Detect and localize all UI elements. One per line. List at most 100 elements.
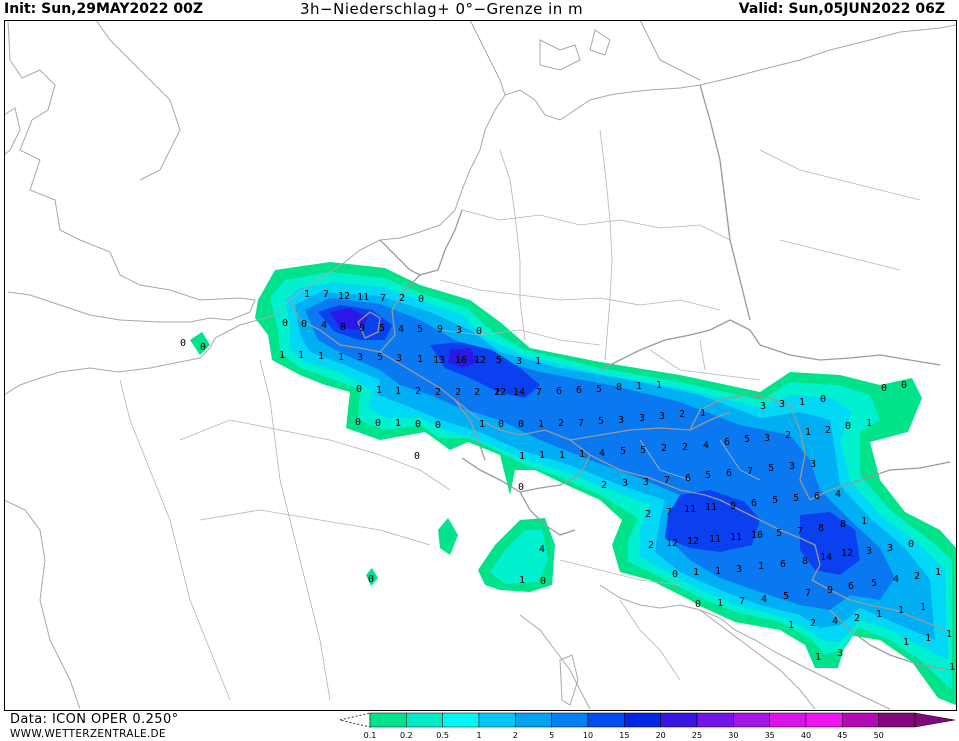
france-atlantic-coast — [4, 499, 81, 710]
website-label: WWW.WETTERZENTRALE.DE — [10, 728, 166, 740]
legend-tick: 30 — [728, 731, 738, 740]
precip-value: 5 — [640, 445, 646, 456]
precip-value: 11 — [684, 504, 696, 515]
precip-value: 1 — [535, 356, 541, 367]
legend-swatch — [442, 712, 480, 728]
precip-layer-deep-3 — [665, 490, 760, 552]
france-channel-coast — [4, 299, 291, 396]
precip-value: 7 — [578, 418, 584, 429]
croatia-coast — [699, 609, 891, 710]
croatia-border — [811, 579, 946, 631]
precip-value: 0 — [414, 451, 420, 462]
great-britain-coast — [7, 20, 256, 323]
precip-value: 7 — [536, 387, 542, 398]
france-regions-2 — [259, 359, 331, 701]
precip-value: 11 — [357, 292, 369, 303]
precip-value: 3 — [639, 413, 645, 424]
legend-tick-labels: 0.1 0.2 0.5 1 2 5 10 15 20 25 30 35 40 45 50 — [364, 731, 884, 740]
precip-value: 6 — [726, 468, 732, 479]
benelux-coast — [289, 129, 486, 301]
precip-value: 1 — [559, 450, 565, 461]
precip-value: 5 — [783, 591, 789, 602]
legend-swatch — [515, 712, 552, 728]
precip-value: 1 — [949, 662, 955, 673]
czech-regions — [649, 339, 761, 381]
italy-switzerland-border — [519, 491, 576, 536]
legend-upper-triangle — [914, 712, 956, 728]
precip-value: 1 — [717, 598, 723, 609]
legend-swatch — [660, 712, 698, 728]
germany-regions-3 — [499, 149, 526, 341]
precip-value: 4 — [398, 324, 404, 335]
precip-shower-4 — [366, 568, 378, 586]
precip-value: 1 — [395, 386, 401, 397]
precip-value: 1 — [417, 354, 423, 365]
hungary-border — [809, 461, 951, 501]
legend-swatch — [733, 712, 770, 728]
precip-value: 2 — [415, 386, 421, 397]
austria-italy-border — [589, 454, 721, 501]
precip-value: 0 — [368, 574, 374, 585]
map-title: 3h−Niederschlag+ 0°−Grenze in m — [300, 0, 584, 18]
precip-value: 0 — [476, 326, 482, 337]
precip-value: 2 — [854, 613, 860, 624]
adriatic-coast — [599, 584, 816, 710]
precip-value: 0 — [518, 419, 524, 430]
precip-value: 1 — [579, 449, 585, 460]
italy-west-coast — [519, 614, 591, 710]
precip-value: 3 — [516, 356, 522, 367]
precip-value: 9 — [359, 323, 365, 334]
precip-value: 2 — [494, 387, 500, 398]
precip-value: 5 — [417, 324, 423, 335]
legend-swatch — [551, 712, 589, 728]
precip-value: 11 — [730, 532, 742, 543]
precip-value: 0 — [695, 599, 701, 610]
precip-layer-deep-4 — [800, 512, 860, 575]
precip-value: 6 — [685, 473, 691, 484]
netherlands-border — [379, 239, 421, 276]
precip-value: 0 — [672, 569, 678, 580]
precip-value: 3 — [810, 459, 816, 470]
poland-regions — [759, 149, 921, 271]
poland-border — [699, 84, 751, 321]
precip-value: 4 — [893, 574, 899, 585]
precip-value: 0 — [200, 342, 206, 353]
precip-value: 1 — [538, 419, 544, 430]
precip-value: 1 — [298, 350, 304, 361]
legend-swatch — [878, 712, 916, 728]
weather-map[interactable]: 1 7 12 11 7 2 00 0 4 8 9 5 4 5 9 3 00 01 1 1 1 3 5 3 1 13 16 12 5 3 10… — [4, 20, 956, 710]
precip-value: 8 — [340, 322, 346, 333]
legend-tick: 0.5 — [436, 731, 449, 740]
precip-value: 7 — [666, 507, 672, 518]
legend-tick: 50 — [874, 731, 884, 740]
precip-value: 0 — [881, 383, 887, 394]
precip-value: 2 — [648, 540, 654, 551]
legend-swatch — [696, 712, 734, 728]
valid-time-label: Valid: Sun,05JUN2022 06Z — [738, 1, 945, 17]
precip-value: 12 — [338, 291, 350, 302]
precip-value: 7 — [323, 289, 329, 300]
scotland-coast — [95, 20, 181, 181]
precip-value: 1 — [376, 385, 382, 396]
country-borders — [289, 84, 951, 671]
precip-value: 5 — [744, 434, 750, 445]
sweden-coast — [639, 20, 701, 81]
precip-value: 5 — [496, 355, 502, 366]
luxembourg-border — [357, 311, 381, 339]
precip-value: 1 — [815, 652, 821, 663]
legend-tick: 15 — [619, 731, 629, 740]
precip-value: 1 — [925, 633, 931, 644]
precip-value: 3 — [764, 433, 770, 444]
precip-value: 9 — [827, 585, 833, 596]
precip-value: 1 — [866, 418, 872, 429]
legend-tick: 25 — [692, 731, 702, 740]
legend-tick: 45 — [837, 731, 847, 740]
precip-value: 1 — [935, 567, 941, 578]
precip-value: 2 — [601, 480, 607, 491]
precip-value: 3 — [643, 477, 649, 488]
legend-swatch — [478, 712, 516, 728]
precip-value: 0 — [498, 419, 504, 430]
precip-value: 2 — [474, 387, 480, 398]
precip-value: 6 — [814, 491, 820, 502]
precip-value: 3 — [618, 415, 624, 426]
